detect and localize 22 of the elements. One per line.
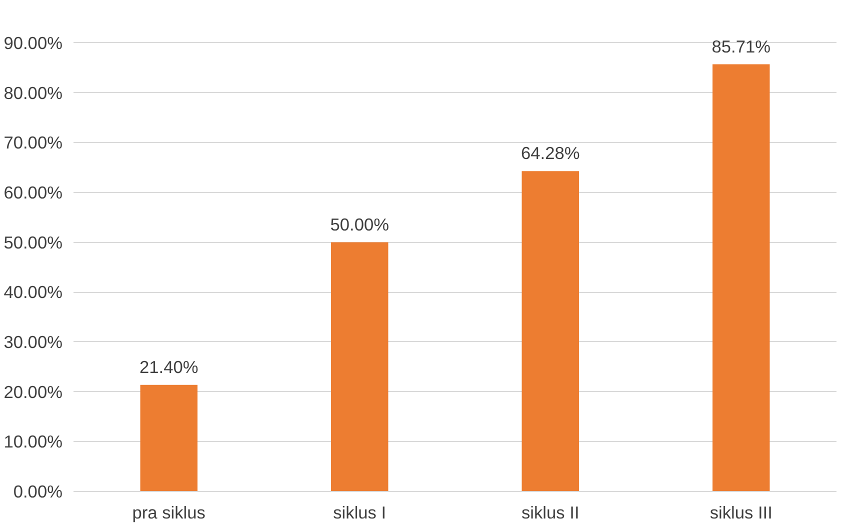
bar <box>712 64 770 492</box>
data-label: 21.40% <box>139 356 198 377</box>
data-label: 50.00% <box>330 214 390 234</box>
bar <box>331 242 388 492</box>
x-tick-label: siklus III <box>710 502 772 522</box>
y-tick-label: 20.00% <box>4 382 63 402</box>
y-tick-label: 70.00% <box>4 132 63 153</box>
data-label: 64.28% <box>520 143 580 164</box>
bar <box>522 171 579 492</box>
y-tick-label: 60.00% <box>4 182 63 202</box>
y-tick-label: 0.00% <box>13 482 63 502</box>
bar <box>140 384 198 492</box>
y-tick-label: 50.00% <box>4 232 63 252</box>
y-tick-label: 80.00% <box>4 82 63 103</box>
x-tick-label: siklus I <box>333 502 386 522</box>
y-tick-label: 30.00% <box>4 332 63 352</box>
y-tick-label: 90.00% <box>4 32 63 53</box>
x-tick-label: siklus II <box>521 502 580 522</box>
y-tick-label: 40.00% <box>4 282 63 302</box>
data-label: 85.71% <box>712 36 771 56</box>
x-tick-label: pra siklus <box>132 502 206 522</box>
y-tick-label: 10.00% <box>4 432 63 452</box>
